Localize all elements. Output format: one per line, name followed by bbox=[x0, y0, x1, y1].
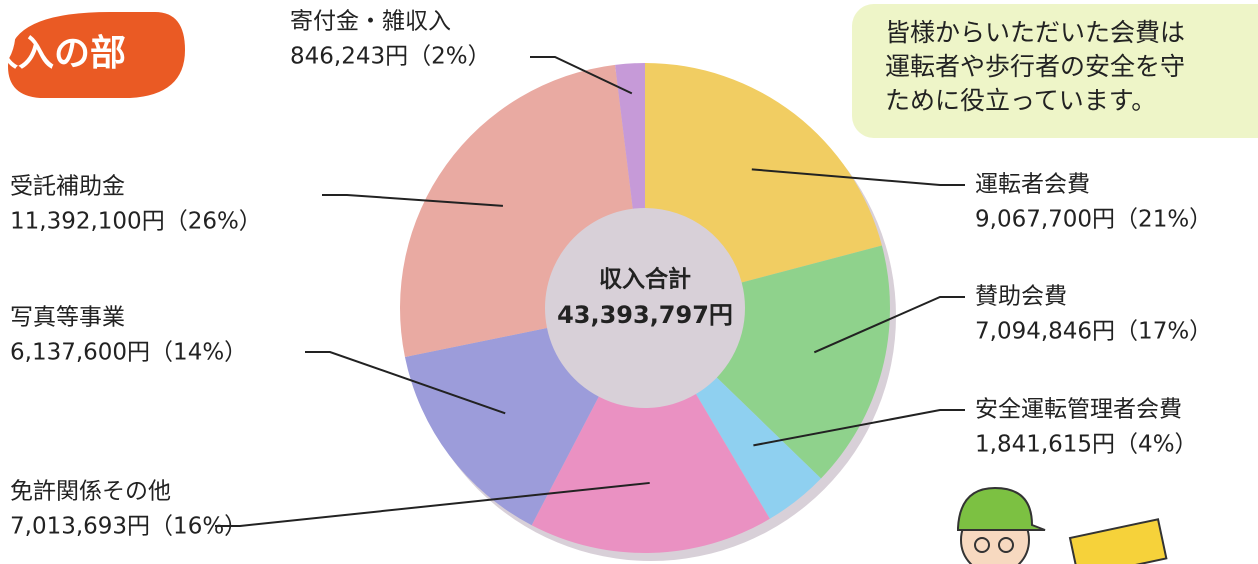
category-label: 免許関係その他 bbox=[10, 479, 171, 505]
value-label: 11,392,100円（26%） bbox=[10, 209, 262, 235]
leader-line bbox=[215, 481, 650, 527]
value-label: 6,137,600円（14%） bbox=[10, 340, 247, 366]
category-label: 賛助会費 bbox=[975, 284, 1067, 310]
mascot bbox=[957, 486, 1168, 564]
pie-slice bbox=[404, 327, 599, 526]
leader-line bbox=[322, 194, 503, 207]
value-label: 1,841,615円（4%） bbox=[975, 432, 1198, 458]
title-badge bbox=[8, 12, 185, 98]
category-label: 安全運転管理者会費 bbox=[975, 397, 1182, 423]
note-line: 皆様からいただいた会費は bbox=[885, 18, 1185, 47]
pie-slice bbox=[615, 63, 645, 209]
category-label: 写真等事業 bbox=[10, 305, 125, 331]
value-label: 846,243円（2%） bbox=[290, 44, 491, 70]
pie-slice bbox=[400, 64, 633, 357]
note-box bbox=[852, 4, 1258, 138]
category-label: 運転者会費 bbox=[975, 172, 1090, 198]
leader-line bbox=[305, 351, 506, 415]
leader-line bbox=[751, 168, 965, 186]
leader-line bbox=[753, 409, 965, 447]
pie-slice bbox=[531, 394, 770, 554]
pie-slice bbox=[695, 377, 821, 519]
note-line: 運転者や歩行者の安全を守 bbox=[885, 52, 1185, 81]
category-label: 受託補助金 bbox=[10, 174, 125, 200]
total-label: 43,393,797円 bbox=[557, 301, 733, 329]
note-line: ために役立っています。 bbox=[885, 86, 1156, 115]
value-label: 7,094,846円（17%） bbox=[975, 319, 1212, 345]
chart-title: 収入の部 bbox=[0, 33, 126, 74]
center-label: 収入合計 bbox=[599, 266, 691, 293]
value-label: 7,013,693円（16%） bbox=[10, 514, 247, 540]
value-label: 9,067,700円（21%） bbox=[975, 207, 1212, 233]
pie-slice bbox=[645, 63, 882, 283]
leader-line bbox=[530, 56, 633, 95]
leader-line bbox=[813, 296, 965, 354]
category-label: 寄付金・雑収入 bbox=[290, 9, 451, 35]
pie-slice bbox=[716, 245, 890, 479]
